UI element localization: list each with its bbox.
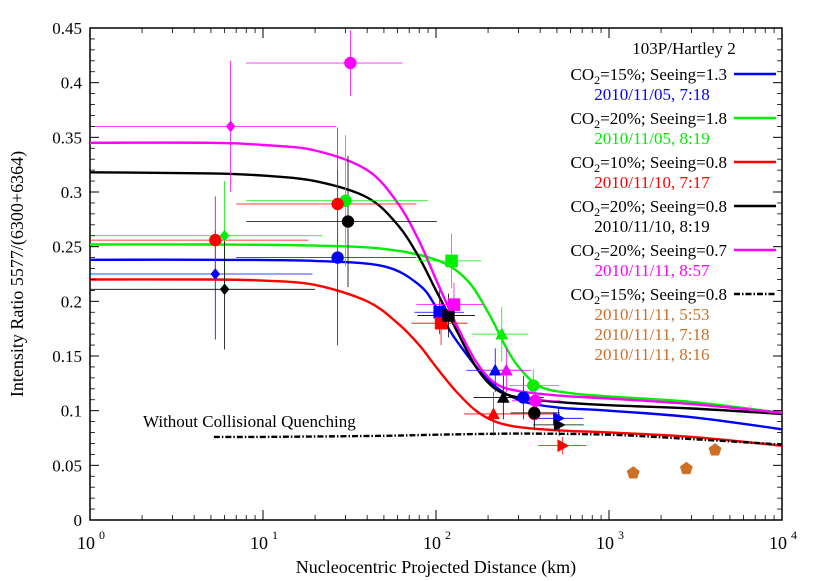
legend-date: 2010/11/11, 8:16 [595,345,710,364]
data-point-circle [517,391,530,404]
data-point-triangle-up [496,390,510,403]
data-point-diamond [225,120,236,133]
data-point-circle [527,379,540,392]
legend-date: 2010/11/05, 7:18 [594,85,710,104]
annotation-label: Without Collisional Quenching [143,412,356,431]
data-point-circle [344,56,357,70]
x-tick-exponent: 2 [445,528,451,542]
x-tick-label: 10 [423,533,441,553]
data-point-diamond [210,268,221,280]
series-curve-4 [89,141,783,415]
legend-label: CO2=10%; Seeing=0.8 [571,153,727,175]
y-tick-label: 0.15 [52,347,82,366]
data-point-circle [331,251,344,264]
y-tick-label: 0 [74,511,83,530]
x-tick-label: 10 [596,533,614,553]
y-axis-label: Intensity Ratio 5577/(6300+6364) [7,151,28,397]
data-point-square [447,298,461,311]
data-point-circle [331,197,344,211]
series-curve-2 [89,278,783,447]
data-point-triangle-up [487,407,500,420]
x-axis-label: Nucleocentric Projected Distance (km) [296,557,576,578]
legend-date: 2010/11/11, 8:57 [595,261,710,280]
data-point-circle [209,233,222,247]
legend-label: CO2=15%; Seeing=0.8 [571,285,727,307]
x-tick-exponent: 3 [618,528,624,542]
legend-label: CO2=20%; Seeing=0.8 [571,197,727,219]
x-tick-exponent: 4 [791,528,797,542]
legend-date: 2010/11/11, 7:18 [595,325,710,344]
x-tick-label: 10 [769,533,787,553]
series-curves [89,141,783,447]
legend-label: CO2=15%; Seeing=1.3 [571,65,727,87]
data-point-diamond [219,229,230,242]
data-point-square [442,309,455,322]
y-tick-label: 0.2 [61,292,82,311]
series-curve-0 [89,258,783,431]
data-point-triangle-up [495,327,509,340]
x-tick-label: 10 [250,533,268,553]
x-tick-exponent: 0 [99,528,105,542]
data-point-pentagon [679,461,693,475]
data-point-diamond [219,283,230,296]
data-point-triangle-up [499,363,513,376]
data-point-pentagon [626,466,640,479]
y-tick-label: 0.4 [61,74,83,93]
x-tick-label: 10 [77,533,95,553]
data-point-circle [528,406,541,420]
y-tick-label: 0.1 [61,402,82,421]
series-curve-5 [213,432,783,446]
data-point-pentagon [708,443,722,456]
y-tick-label: 0.05 [52,456,82,475]
legend-label: CO2=20%; Seeing=1.8 [571,109,727,131]
legend-date: 2010/11/11, 5:53 [595,305,710,324]
data-point-triangle-up [488,363,502,376]
y-tick-label: 0.45 [52,19,82,38]
legend-label: CO2=20%; Seeing=0.7 [571,241,728,263]
legend-title: 103P/Hartley 2 [632,39,735,58]
x-tick-exponent: 1 [272,528,278,542]
data-point-triangle-right [557,439,570,453]
data-point-triangle-right [553,418,566,432]
data-point-square [445,254,458,268]
data-point-circle [529,394,542,408]
data-points [209,56,722,479]
data-point-circle [341,215,355,228]
series-curve-1 [89,243,783,415]
y-tick-label: 0.35 [52,128,82,147]
y-tick-label: 0.3 [61,183,82,202]
y-tick-label: 0.25 [52,238,82,257]
legend-date: 2010/11/05, 8:19 [594,129,710,148]
legend-date: 2010/11/10, 7:17 [594,173,710,192]
legend-date: 2010/11/10, 8:19 [594,217,710,236]
